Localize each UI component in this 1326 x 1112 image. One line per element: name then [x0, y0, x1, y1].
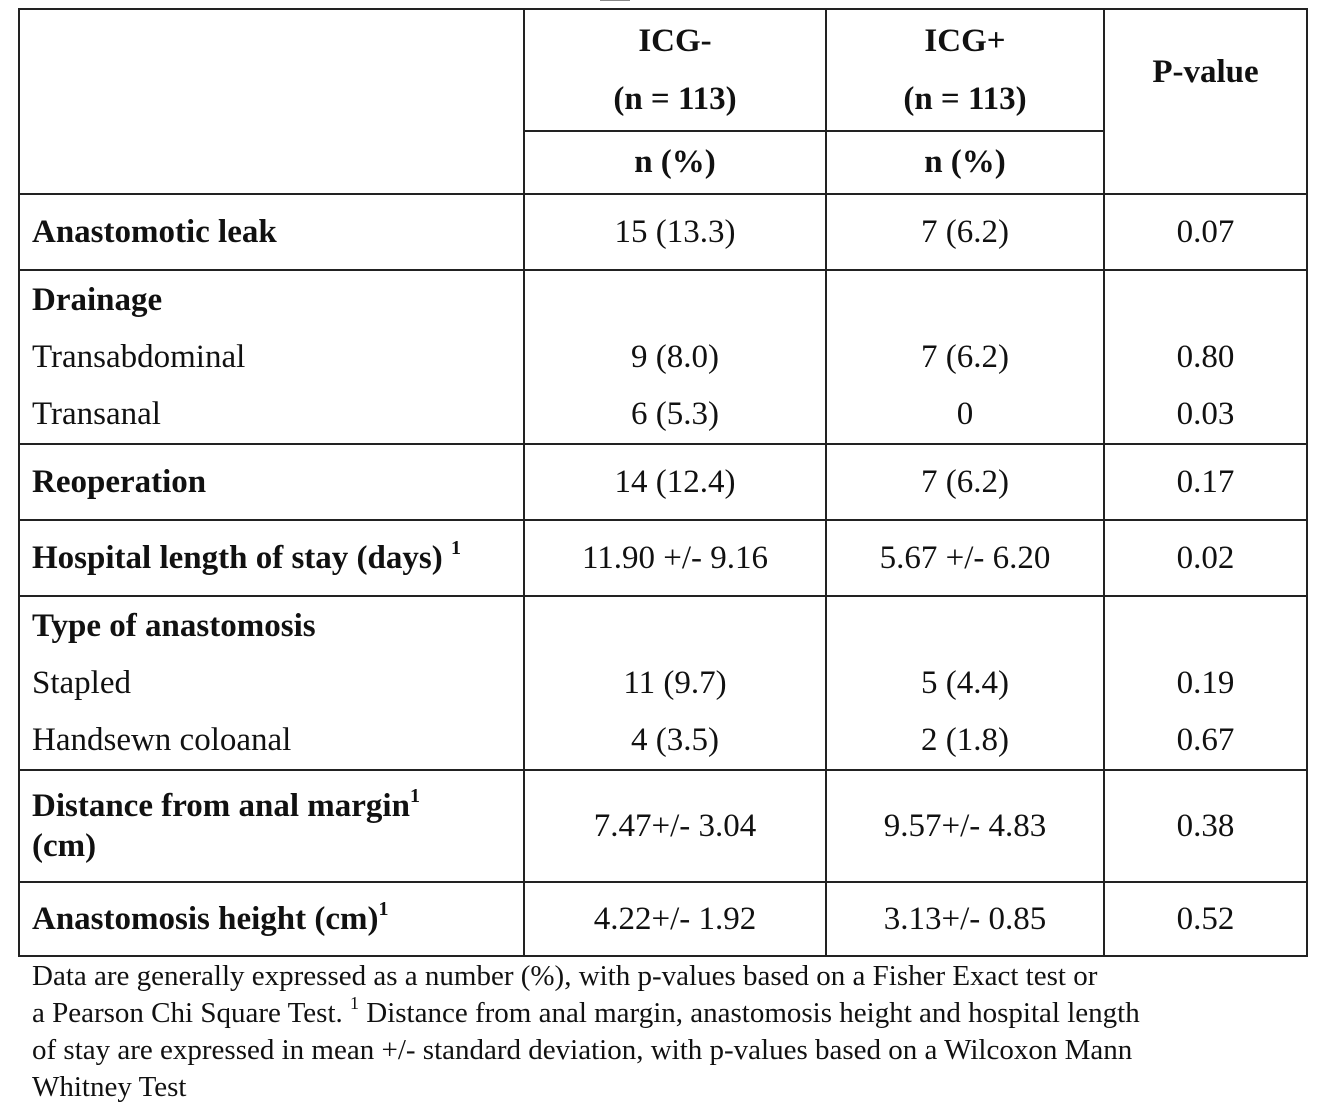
cell-icg-plus: 3.13+/- 0.85: [825, 881, 1105, 957]
header-row: ICG- (n = 113) ICG+ (n = 113) P-value: [18, 8, 1308, 195]
footnote-marker: 1: [450, 536, 461, 559]
footnote-marker: 1: [378, 897, 389, 920]
footnote-line: a Pearson Chi Square Test. 1 Distance fr…: [32, 993, 1292, 1032]
table-row-anastomotic-leak: Anastomotic leak 15 (13.3) 7 (6.2) 0.07: [18, 193, 1308, 271]
cell-pvalue: 0.02: [1103, 519, 1308, 597]
cell-icg-plus: 7 (6.2) 0: [825, 269, 1105, 445]
table-row-distance-anal-margin: Distance from anal margin1 (cm) 7.47+/- …: [18, 769, 1308, 883]
table-row-anastomosis-height: Anastomosis height (cm)1 4.22+/- 1.92 3.…: [18, 881, 1308, 957]
results-table: ICG- (n = 113) ICG+ (n = 113) P-value n …: [18, 8, 1308, 957]
table-row-hospital-stay: Hospital length of stay (days) 1 11.90 +…: [18, 519, 1308, 597]
footnote-marker: 1: [409, 785, 420, 807]
footnote-line: of stay are expressed in mean +/- standa…: [32, 1034, 1133, 1066]
group-title: Type of anastomosis: [32, 607, 316, 644]
cell-icg-minus: 9 (8.0) 6 (5.3): [523, 269, 827, 445]
header-pvalue: P-value: [1103, 8, 1308, 195]
header-sub-icg-plus: n (%): [825, 130, 1105, 195]
header-icg-minus: ICG- (n = 113): [523, 8, 827, 132]
footnote-line: Whitney Test: [32, 1071, 187, 1103]
footnote-text: Distance from anal margin, anastomosis h…: [359, 997, 1140, 1029]
cell-pvalue: 0.07: [1103, 193, 1308, 271]
row-label: Distance from anal margin1 (cm): [18, 769, 525, 883]
sub-label: Transabdominal: [32, 338, 246, 375]
sub-label: Handsewn coloanal: [32, 721, 292, 758]
cell-value: 11 (9.7): [623, 664, 727, 701]
header-subrow: n (%) n (%): [19, 130, 1307, 195]
header-icg-plus-title: ICG+: [924, 23, 1006, 59]
row-label-line2: (cm): [32, 828, 97, 864]
cell-icg-minus: 15 (13.3): [523, 193, 827, 271]
cell-pvalue: 0.80 0.03: [1103, 269, 1308, 445]
row-label-text: Anastomosis height (cm): [32, 900, 379, 937]
header-icg-minus-title: ICG-: [638, 23, 712, 59]
cell-pvalue: 0.52: [1103, 881, 1308, 957]
row-label-text: Hospital length of stay (days): [32, 539, 443, 576]
header-sub-icg-minus: n (%): [523, 130, 827, 195]
cell-value: 6 (5.3): [631, 395, 719, 432]
cell-icg-plus: 5.67 +/- 6.20: [825, 519, 1105, 597]
sub-label: Stapled: [32, 664, 131, 701]
sub-label: Transanal: [32, 395, 161, 432]
cell-value: 5 (4.4): [921, 664, 1009, 701]
cell-icg-minus: 7.47+/- 3.04: [523, 769, 827, 883]
table-row-drainage: Drainage Transabdominal Transanal 9 (8.0…: [18, 269, 1308, 445]
group-title: Drainage: [32, 281, 163, 318]
cell-value: 0: [956, 395, 974, 432]
cell-value: 0.80: [1176, 338, 1235, 375]
header-icg-minus-n: (n = 113): [613, 81, 737, 117]
cell-value: 4 (3.5): [631, 721, 719, 758]
cell-value: 7 (6.2): [921, 338, 1009, 375]
cell-value: 0.19: [1176, 664, 1235, 701]
row-label: Reoperation: [18, 443, 525, 521]
top-crop-edge: [0, 0, 1326, 2]
row-label-line1: Distance from anal margin: [32, 788, 410, 824]
cell-pvalue: 0.19 0.67: [1103, 595, 1308, 771]
table-footnote: Data are generally expressed as a number…: [32, 958, 1292, 1106]
footnote-text: a Pearson Chi Square Test.: [32, 997, 350, 1029]
header-blank-cell: [18, 8, 525, 195]
row-label: Anastomotic leak: [18, 193, 525, 271]
cell-icg-plus: 7 (6.2): [825, 443, 1105, 521]
cell-pvalue: 0.38: [1103, 769, 1308, 883]
cell-icg-plus: 9.57+/- 4.83: [825, 769, 1105, 883]
cell-icg-minus: 4.22+/- 1.92: [523, 881, 827, 957]
table-row-reoperation: Reoperation 14 (12.4) 7 (6.2) 0.17: [18, 443, 1308, 521]
row-label-group: Drainage Transabdominal Transanal: [18, 269, 525, 445]
cell-value: 2 (1.8): [921, 721, 1009, 758]
cell-value: 0.67: [1176, 721, 1235, 758]
cell-icg-plus: 5 (4.4) 2 (1.8): [825, 595, 1105, 771]
row-label: Anastomosis height (cm)1: [18, 881, 525, 957]
cell-value: 9 (8.0): [631, 338, 719, 375]
header-icg-plus-n: (n = 113): [903, 81, 1027, 117]
cell-value: 0.03: [1176, 395, 1235, 432]
cell-icg-plus: 7 (6.2): [825, 193, 1105, 271]
cell-icg-minus: 11.90 +/- 9.16: [523, 519, 827, 597]
row-label: Hospital length of stay (days) 1: [18, 519, 525, 597]
cell-icg-minus: 14 (12.4): [523, 443, 827, 521]
row-label-group: Type of anastomosis Stapled Handsewn col…: [18, 595, 525, 771]
cell-icg-minus: 11 (9.7) 4 (3.5): [523, 595, 827, 771]
cell-pvalue: 0.17: [1103, 443, 1308, 521]
footnote-line: Data are generally expressed as a number…: [32, 960, 1098, 992]
header-icg-plus: ICG+ (n = 113): [825, 8, 1105, 132]
footnote-marker: 1: [350, 993, 359, 1014]
table-row-type-of-anastomosis: Type of anastomosis Stapled Handsewn col…: [18, 595, 1308, 771]
